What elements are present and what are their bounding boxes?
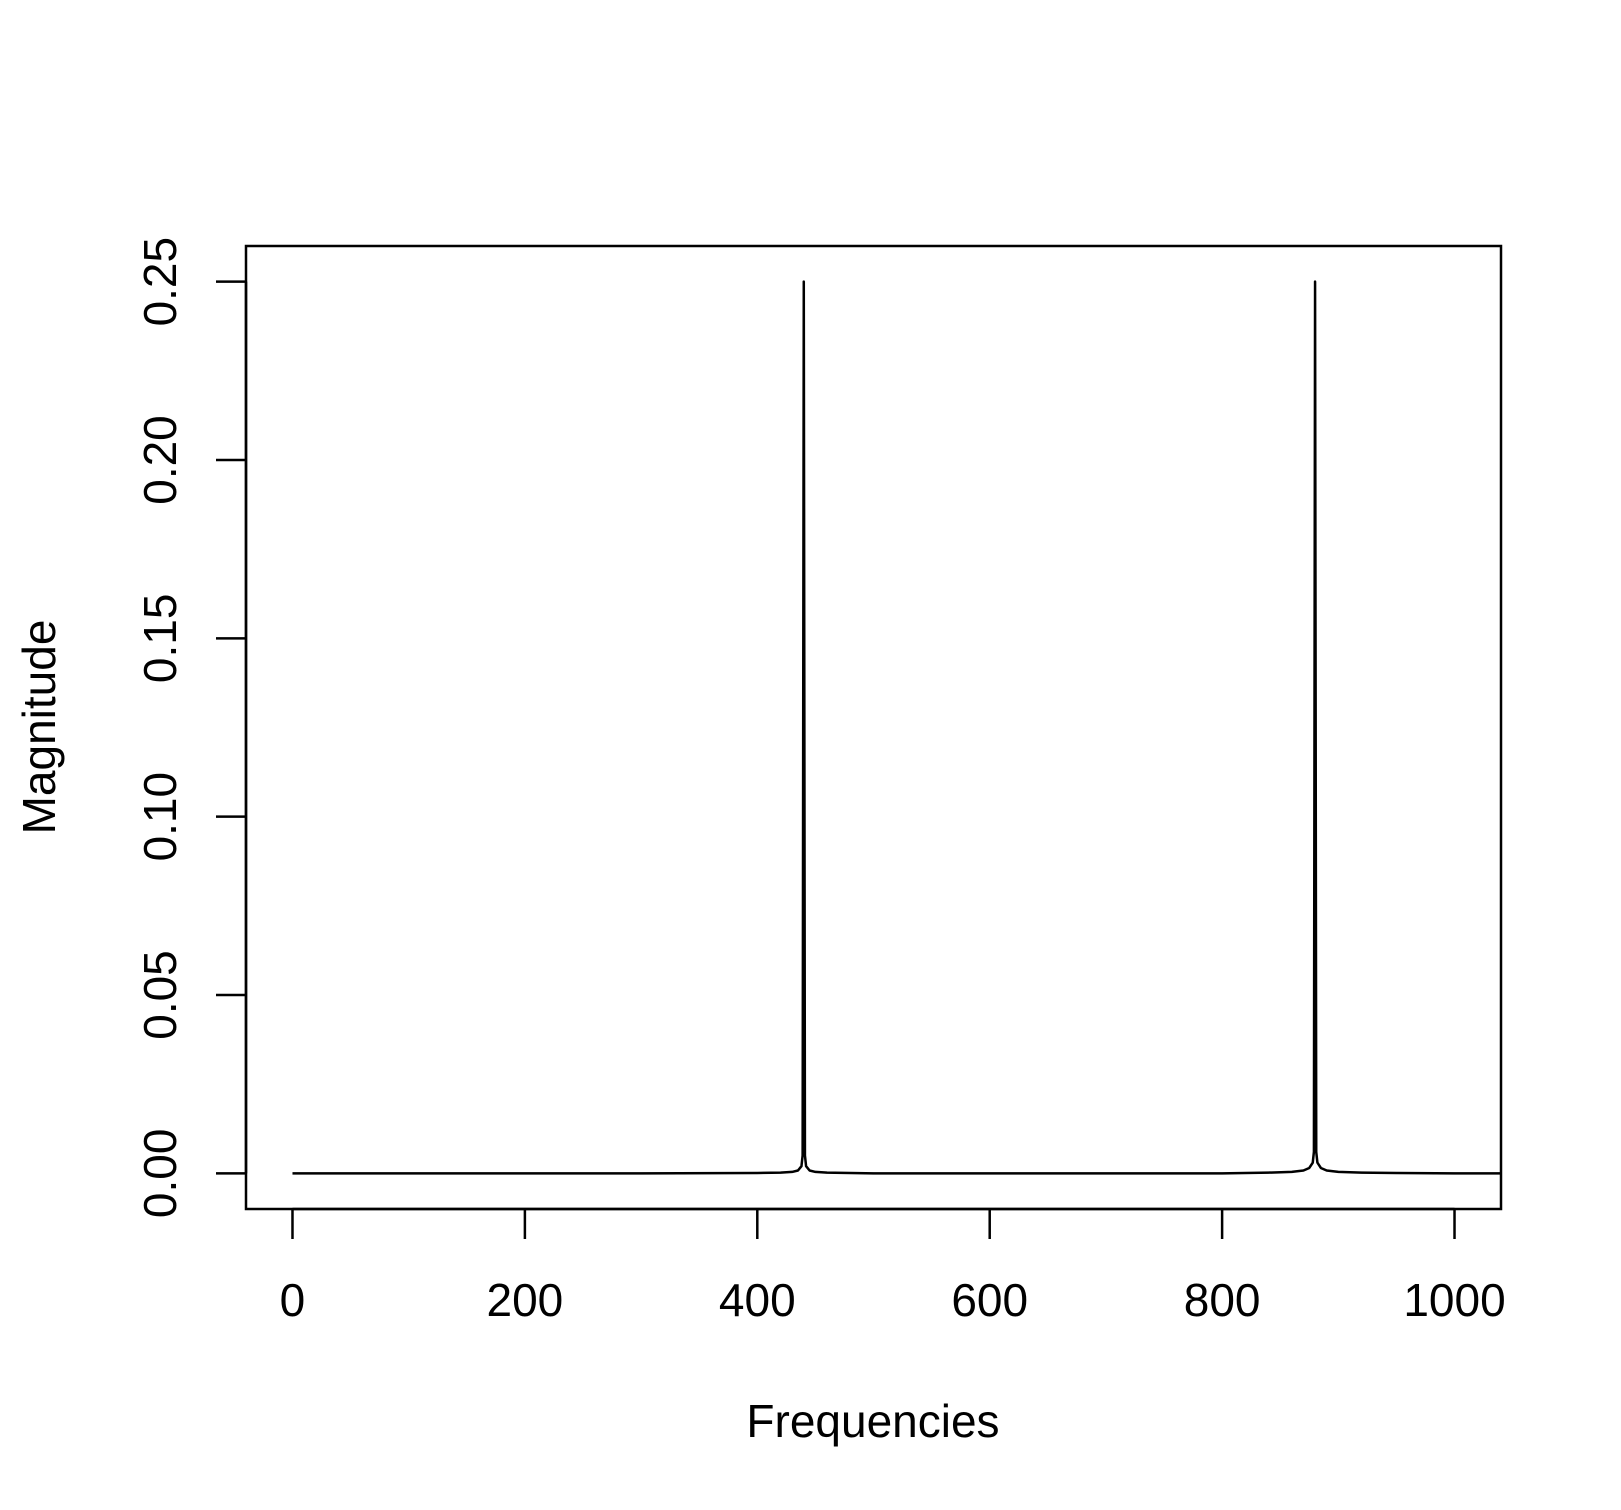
x-tick-label: 1000 xyxy=(1403,1274,1505,1326)
plot-frame xyxy=(244,244,1503,1211)
y-tick-label: 0.00 xyxy=(134,1129,186,1219)
y-tick-label: 0.25 xyxy=(134,237,186,327)
y-axis-title: Magnitude xyxy=(13,620,65,835)
x-tick-label: 600 xyxy=(951,1274,1028,1326)
y-axis: 0.00 0.05 0.10 0.15 0.20 0.25 xyxy=(134,237,248,1219)
y-tick-label: 0.10 xyxy=(134,772,186,862)
x-tick-label: 800 xyxy=(1184,1274,1261,1326)
x-axis-title: Frequencies xyxy=(746,1395,999,1447)
x-tick-label: 200 xyxy=(487,1274,564,1326)
x-tick-label: 400 xyxy=(719,1274,796,1326)
y-tick-label: 0.15 xyxy=(134,594,186,684)
y-tick-label: 0.20 xyxy=(134,415,186,505)
x-axis: 0 200 400 600 800 1000 xyxy=(280,1207,1506,1326)
y-tick-label: 0.05 xyxy=(134,950,186,1040)
x-tick-label: 0 xyxy=(280,1274,306,1326)
series-line-magnitude xyxy=(292,280,1501,1175)
